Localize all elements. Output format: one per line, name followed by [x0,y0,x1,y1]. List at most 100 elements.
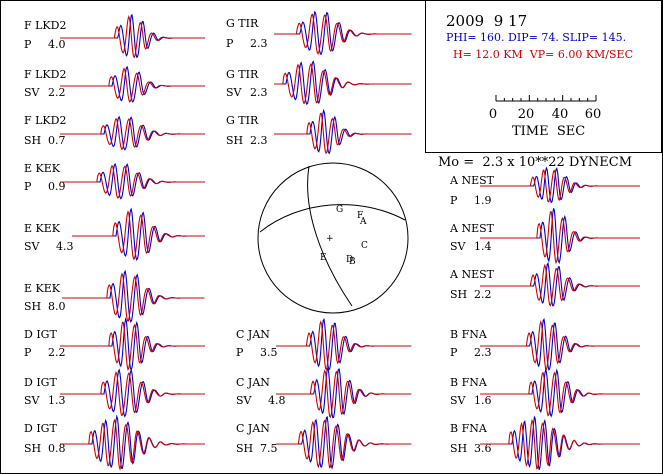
trace-station: B FNA [450,376,488,389]
observed-waveform [274,108,412,155]
trace-station: A NEST [449,268,495,281]
trace-amplitude: 4.8 [268,394,286,407]
trace-amplitude: 4.3 [56,240,74,253]
trace-amplitude: 4.0 [48,38,66,51]
synthetic-waveform [480,419,640,470]
trace-phase: P [24,38,32,51]
trace-station: C JAN [236,328,270,341]
polarity-label-b: B [349,257,356,267]
synthetic-waveform [480,169,640,203]
trace-station: D IGT [24,328,57,341]
trace-phase: SH [24,134,41,147]
trace-phase: P [236,346,244,359]
observed-waveform [480,368,640,418]
trace-phase: SV [226,86,243,99]
time-axis-label: TIME SEC [512,124,585,139]
polarity-label-plus: + [326,234,334,244]
observed-waveform [480,318,640,371]
observed-waveform [62,269,205,323]
trace-phase: SV [24,240,41,253]
trace-amplitude: 2.3 [250,37,268,50]
time-tick-20: 20 [518,107,535,122]
synthetic-waveform [60,67,205,103]
synthetic-waveform [60,418,205,471]
trace-amplitude: 2.2 [474,288,492,301]
trace-amplitude: 2.3 [250,134,268,147]
synthetic-waveform [480,371,640,417]
synthetic-waveform [276,320,412,371]
trace-amplitude: 3.6 [474,442,492,455]
trace-station: D IGT [24,376,57,389]
trace-amplitude: 2.2 [48,346,66,359]
trace-phase: P [450,194,458,207]
trace-phase: SH [450,288,467,301]
trace-amplitude: 2.3 [474,346,492,359]
synthetic-waveform [60,164,205,199]
polarity-label-e: E [320,253,327,263]
synthetic-waveform [276,419,412,469]
seismic-moment: Mo = 2.3 x 10**22 DYNECM [438,155,632,170]
synthetic-waveform [480,263,640,307]
header-box [425,0,662,153]
trace-station: B FNA [450,422,488,435]
nodal-plane-1 [307,165,353,307]
trace-amplitude: 1.9 [474,194,492,207]
synthetic-waveform [62,272,205,322]
trace-station: G TIR [226,68,259,81]
trace-amplitude: 0.7 [48,134,66,147]
trace-amplitude: 7.5 [260,442,278,455]
trace-phase: SH [24,442,41,455]
trace-station: C JAN [236,376,270,389]
trace-amplitude: 1.4 [474,240,492,253]
trace-station: F LKD2 [24,114,66,127]
trace-phase: P [450,346,458,359]
trace-station: G TIR [226,114,259,127]
trace-amplitude: 8.0 [48,300,66,313]
trace-phase: SV [450,394,467,407]
trace-amplitude: 1.3 [48,394,66,407]
synthetic-waveform [480,211,640,265]
trace-phase: P [24,346,32,359]
observed-waveform [60,317,205,372]
observed-waveform [72,207,205,262]
polarity-label-d: D [346,255,353,265]
trace-station: E KEK [24,162,61,175]
waveform-traces [60,10,640,471]
trace-station: D IGT [24,422,57,435]
synthetic-waveform [274,63,412,104]
synthetic-waveform [274,13,412,55]
observed-waveform [60,162,205,200]
synthetic-waveform [274,112,412,155]
trace-station: E KEK [24,282,61,295]
trace-station: A NEST [449,222,495,235]
trace-phase: SV [24,86,41,99]
trace-amplitude: 2.2 [48,86,66,99]
synthetic-waveform [276,368,412,419]
trace-phase: SH [236,442,253,455]
observed-waveform [60,368,205,418]
trace-phase: SV [24,394,41,407]
trace-amplitude: 3.5 [260,346,278,359]
observed-waveform [60,65,205,103]
polarity-label-c: C [361,241,368,251]
observed-waveform [276,317,412,371]
time-tick-60: 60 [585,107,602,122]
trace-phase: P [226,37,234,50]
focal-sphere [257,162,409,314]
synthetic-waveform [60,14,205,59]
nodal-plane-2 [259,204,406,233]
trace-phase: SV [236,394,253,407]
trace-phase: SV [450,240,467,253]
synthetic-waveform [60,321,205,372]
depth-velocity-params: H= 12.0 KM VP= 6.00 KM/SEC [453,48,633,61]
trace-station: A NEST [449,174,495,187]
trace-amplitude: 1.6 [474,394,492,407]
polarity-label-g: G [336,205,343,215]
time-tick-0: 0 [489,107,497,122]
observed-waveform [276,415,412,470]
trace-phase: SH [24,300,41,313]
trace-station: B FNA [450,328,488,341]
synthetic-waveform [72,210,205,260]
